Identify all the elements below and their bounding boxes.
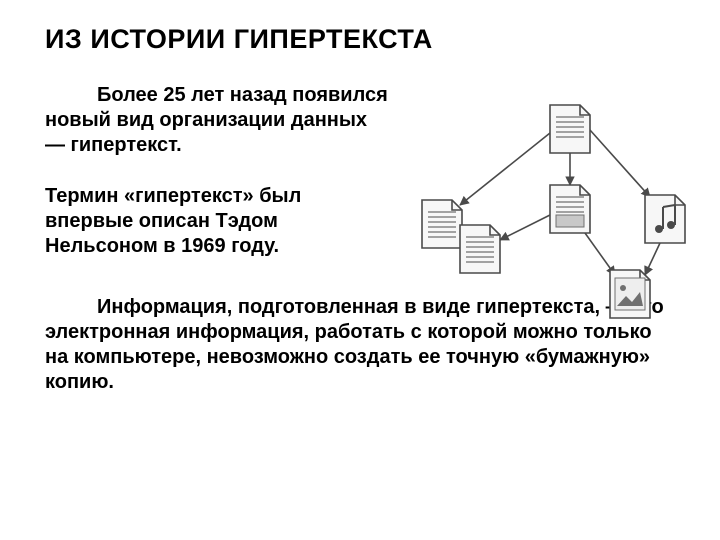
paragraph-1-text: Более 25 лет назад появился новый вид ор… <box>45 84 388 156</box>
diagram-svg <box>400 95 700 330</box>
slide: ИЗ ИСТОРИИ ГИПЕРТЕКСТА Более 25 лет наза… <box>0 0 720 540</box>
paragraph-2-text: Термин «гипертекст» был впервые описан Т… <box>45 185 301 257</box>
paragraph-2: Термин «гипертекст» был впервые описан Т… <box>45 184 390 259</box>
slide-title: ИЗ ИСТОРИИ ГИПЕРТЕКСТА <box>45 24 675 55</box>
paragraph-1: Более 25 лет назад появился новый вид ор… <box>45 83 390 158</box>
hypertext-diagram <box>400 95 700 330</box>
